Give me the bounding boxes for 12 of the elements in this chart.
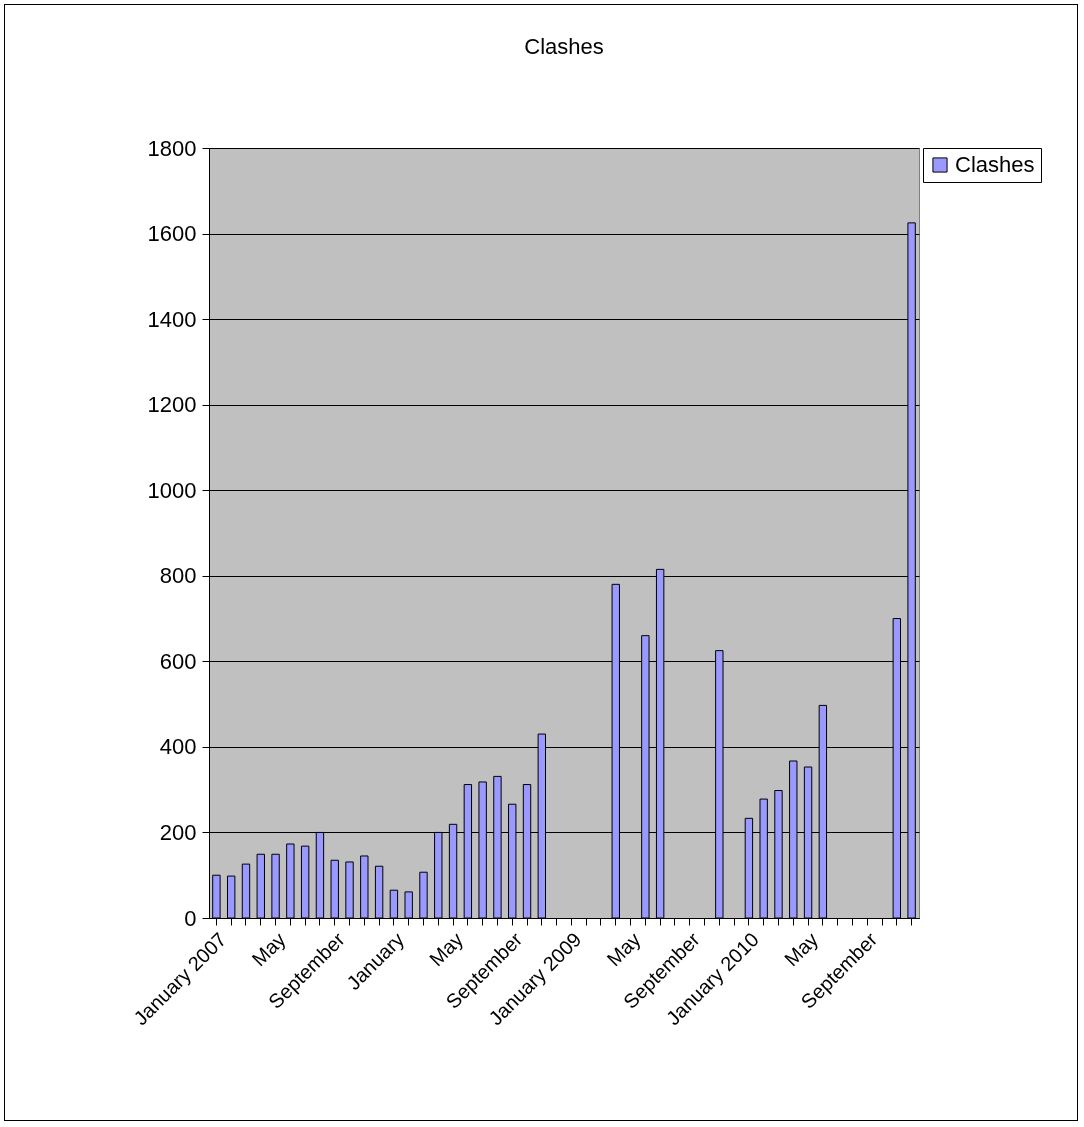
y-tick-label: 1000 xyxy=(147,477,197,503)
y-tick-label: 1400 xyxy=(147,306,197,332)
y-tick-label: 0 xyxy=(184,905,197,931)
y-tick-label: 1800 xyxy=(147,135,197,161)
legend-label: Clashes xyxy=(955,152,1035,177)
y-tick-label: 800 xyxy=(159,563,197,589)
y-tick-label: 600 xyxy=(159,648,197,674)
y-tick-label: 400 xyxy=(159,734,197,760)
y-tick-label: 1200 xyxy=(147,392,197,418)
y-tick-label: 200 xyxy=(159,819,197,845)
y-tick-label: 1600 xyxy=(147,221,197,247)
chart-title: Clashes xyxy=(524,34,604,59)
